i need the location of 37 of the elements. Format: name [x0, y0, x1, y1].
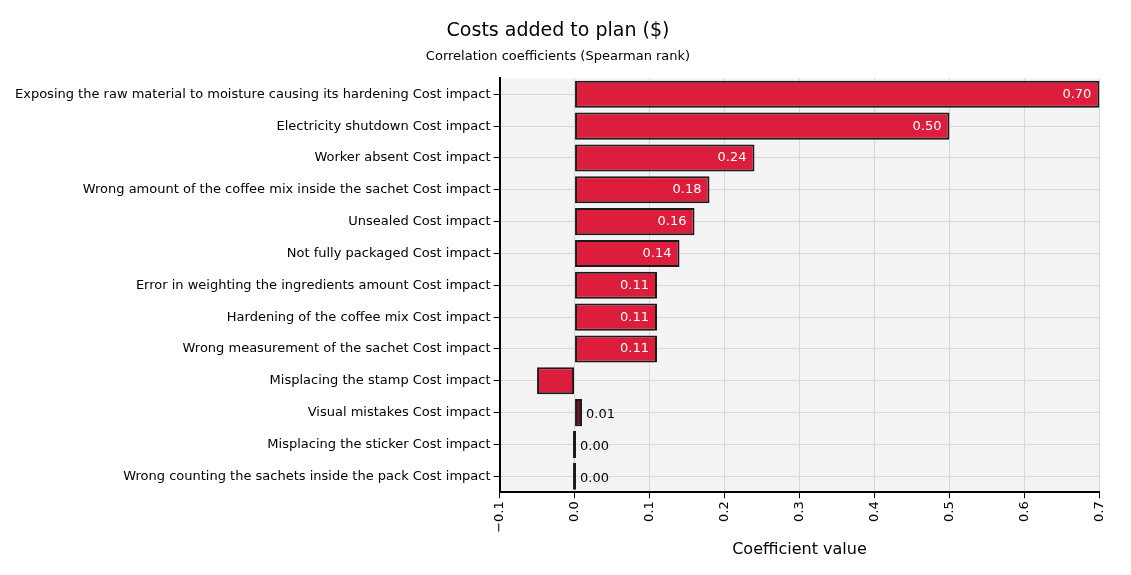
- y-tick-label: Exposing the raw material to moisture causing its hardening Cost impact: [15, 85, 491, 101]
- x-tick-label: 0.5: [940, 501, 956, 522]
- data-label: 0.01: [586, 406, 615, 422]
- x-axis-title: Coefficient value: [732, 538, 867, 558]
- x-tick-label: 0.1: [640, 501, 656, 522]
- data-label: 0.16: [657, 213, 687, 229]
- y-tick-label: Unsealed Cost impact: [348, 213, 491, 229]
- data-label: 0.00: [580, 437, 609, 453]
- y-tick-label: Misplacing the stamp Cost impact: [269, 372, 491, 388]
- y-tick-label: Not fully packaged Cost impact: [286, 244, 491, 260]
- data-label: 0.18: [672, 181, 702, 197]
- x-tick-label: 0.4: [865, 501, 881, 522]
- y-tick-label: Visual mistakes Cost impact: [307, 404, 491, 420]
- y-tick-label: Hardening of the coffee mix Cost impact: [226, 308, 491, 324]
- data-label: 0.11: [620, 340, 650, 356]
- y-tick-label: Error in weighting the ingredients amount Cost impact: [135, 276, 491, 292]
- y-tick-label: Worker absent Cost impact: [314, 149, 491, 165]
- y-tick-label: Electricity shutdown Cost impact: [276, 117, 491, 133]
- data-label: 0.11: [620, 276, 650, 292]
- chart-title: Costs added to plan ($): [446, 18, 670, 41]
- x-tick-label: 0.6: [1015, 501, 1031, 522]
- y-tick-label: Wrong measurement of the sachet Cost impact: [182, 340, 491, 356]
- y-tick-label: Misplacing the sticker Cost impact: [267, 435, 491, 451]
- x-tick-label: 0.0: [565, 501, 581, 522]
- chart-subtitle: Correlation coefficients (Spearman rank): [425, 47, 691, 63]
- data-label: 0.50: [912, 117, 942, 133]
- data-label: 0.11: [620, 308, 650, 324]
- y-tick-label: Wrong counting the sachets inside the pack Cost impact: [123, 467, 491, 483]
- data-label: 0.70: [1062, 85, 1092, 101]
- x-tick-label: 0.2: [715, 501, 731, 522]
- data-label: 0.00: [580, 469, 609, 485]
- x-tick-label: 0.7: [1090, 501, 1106, 522]
- x-tick-label: 0.3: [790, 501, 806, 522]
- data-label: 0.14: [642, 244, 672, 260]
- x-tick-label: −0.1: [490, 501, 506, 533]
- y-tick-label: Wrong amount of the coffee mix inside the sachet Cost impact: [82, 181, 491, 197]
- data-label: 0.24: [717, 149, 747, 165]
